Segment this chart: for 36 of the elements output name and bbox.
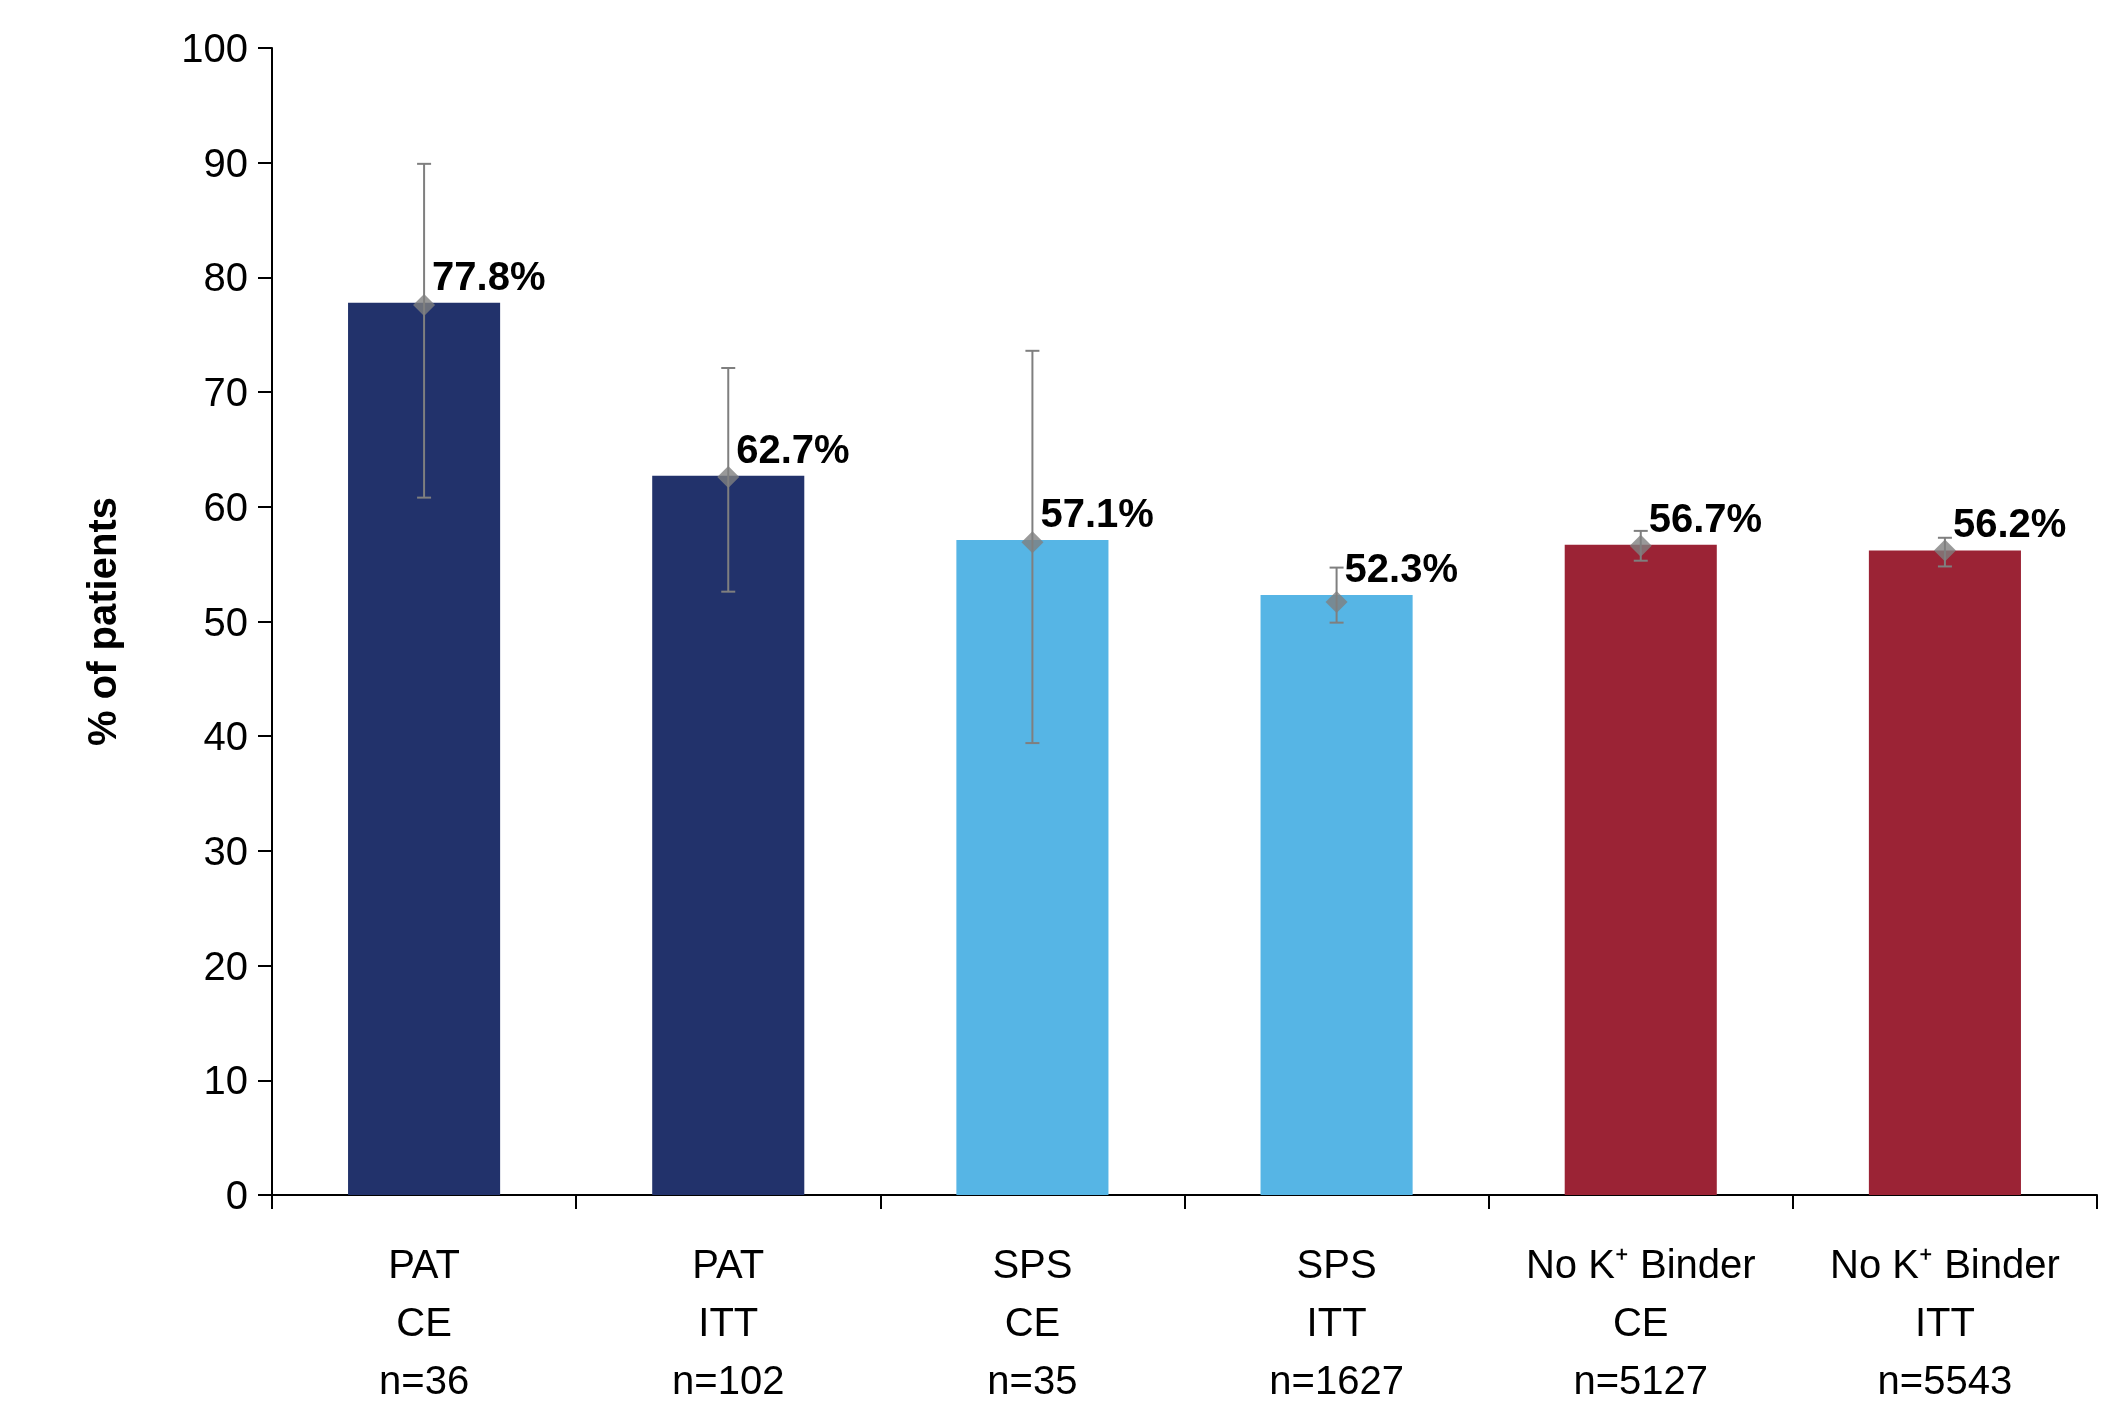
point bbox=[1325, 591, 1348, 613]
bar bbox=[348, 302, 501, 1195]
y-tick-label: 70 bbox=[203, 370, 248, 415]
data-label: 52.3% bbox=[1344, 546, 1459, 591]
x-tick-label: No K⁺ Binder CE n=5127 bbox=[1525, 1242, 1756, 1402]
data-label: 62.7% bbox=[736, 426, 850, 471]
data-label: 57.1% bbox=[1040, 491, 1154, 536]
y-tick-label: 60 bbox=[203, 484, 248, 529]
x-tick-label: PAT CE n=36 bbox=[379, 1242, 470, 1402]
y-tick-label: 10 bbox=[203, 1058, 248, 1103]
point bbox=[1629, 534, 1652, 557]
x-tick-label: PAT ITT n=102 bbox=[672, 1242, 785, 1402]
x-tick-label: No K⁺ Binder ITT n=5543 bbox=[1830, 1242, 2060, 1402]
x-tick-label: SPS ITT n=1627 bbox=[1269, 1242, 1404, 1402]
data-label: 77.8% bbox=[432, 253, 546, 298]
point bbox=[1021, 531, 1044, 554]
x-tick-label: SPS CE n=35 bbox=[987, 1242, 1078, 1402]
y-tick-label: 0 bbox=[225, 1173, 248, 1217]
bar bbox=[956, 540, 1109, 1195]
data-label: 56.7% bbox=[1648, 495, 1763, 540]
y-tick-label: 50 bbox=[203, 599, 248, 644]
point bbox=[413, 293, 436, 316]
y-tick-label: 30 bbox=[203, 828, 248, 873]
y-tick-label: 20 bbox=[203, 943, 248, 988]
bar bbox=[1260, 595, 1413, 1195]
bar bbox=[1564, 544, 1717, 1195]
point bbox=[717, 465, 740, 488]
y-tick-label: 80 bbox=[203, 255, 248, 300]
y-tick-label: 100 bbox=[181, 26, 248, 70]
y-axis-title: % of patients bbox=[80, 497, 124, 746]
y-tick-label: 90 bbox=[203, 140, 248, 185]
bar bbox=[652, 475, 805, 1195]
bar bbox=[1868, 550, 2021, 1195]
y-tick-label: 40 bbox=[203, 714, 248, 759]
data-label: 56.2% bbox=[1952, 501, 2067, 546]
point bbox=[1933, 539, 1956, 562]
